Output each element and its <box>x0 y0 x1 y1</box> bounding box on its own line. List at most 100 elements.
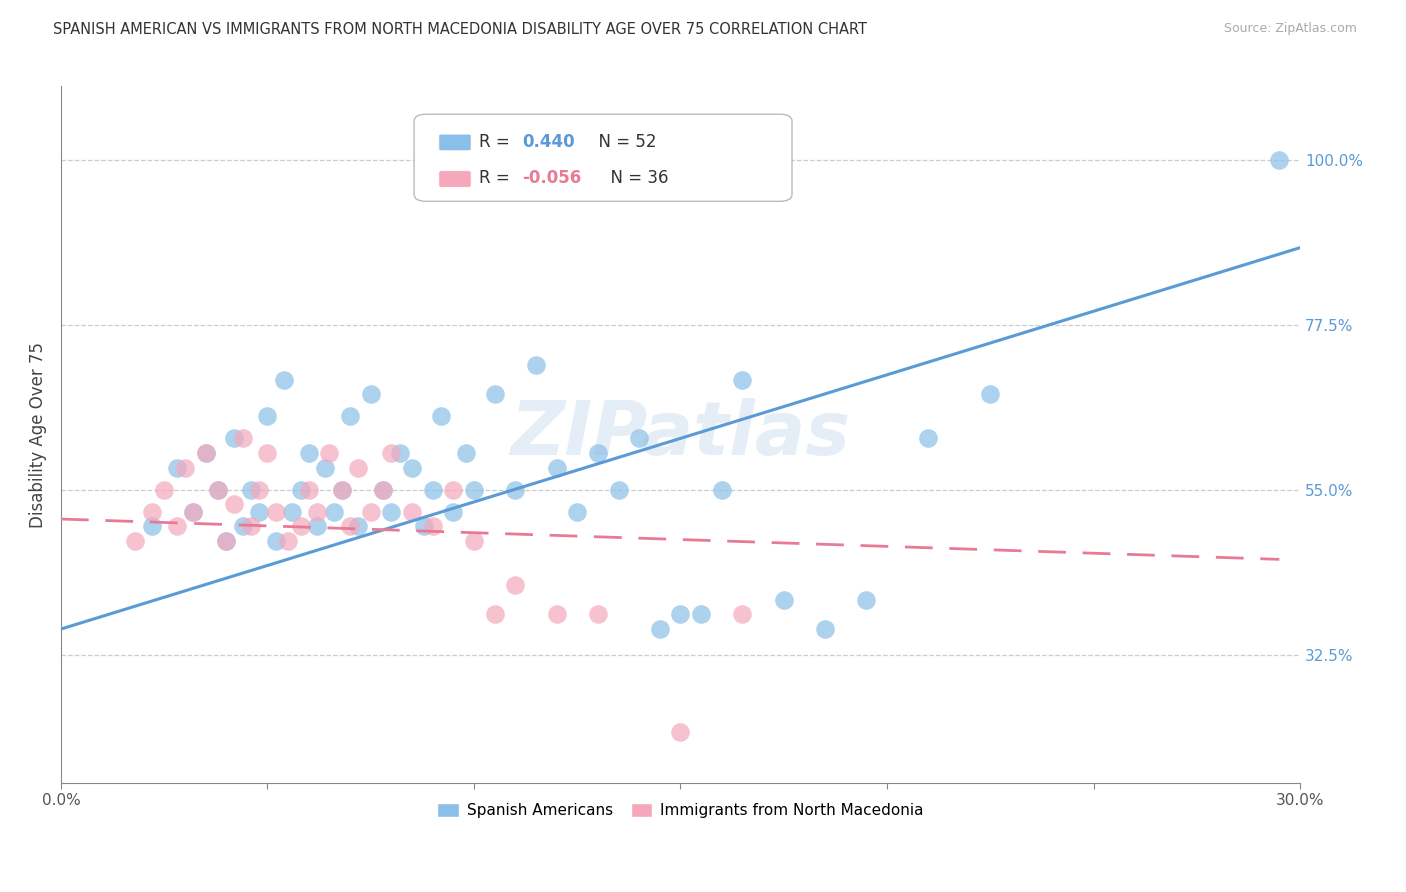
Point <box>360 505 382 519</box>
Point <box>256 446 278 460</box>
Point <box>607 483 630 497</box>
Text: ZIPatlas: ZIPatlas <box>510 398 851 471</box>
Point <box>339 409 361 424</box>
Point <box>567 505 589 519</box>
Point <box>207 483 229 497</box>
Point <box>347 460 370 475</box>
Text: R =: R = <box>478 133 515 151</box>
Point <box>690 607 713 622</box>
Point <box>124 534 146 549</box>
Point <box>422 483 444 497</box>
Point <box>979 387 1001 401</box>
Point <box>314 460 336 475</box>
FancyBboxPatch shape <box>439 134 471 151</box>
Point <box>814 622 837 636</box>
Point <box>339 519 361 533</box>
Point <box>166 460 188 475</box>
Point <box>524 358 547 372</box>
Point <box>917 431 939 445</box>
Text: SPANISH AMERICAN VS IMMIGRANTS FROM NORTH MACEDONIA DISABILITY AGE OVER 75 CORRE: SPANISH AMERICAN VS IMMIGRANTS FROM NORT… <box>53 22 868 37</box>
Point <box>330 483 353 497</box>
Point <box>360 387 382 401</box>
Point <box>731 373 754 387</box>
Point <box>247 483 270 497</box>
FancyBboxPatch shape <box>439 170 471 187</box>
Point <box>669 607 692 622</box>
Text: Source: ZipAtlas.com: Source: ZipAtlas.com <box>1223 22 1357 36</box>
Point <box>441 505 464 519</box>
Point <box>422 519 444 533</box>
Point <box>181 505 204 519</box>
Point <box>305 519 328 533</box>
Point <box>239 483 262 497</box>
Point <box>731 607 754 622</box>
Point <box>207 483 229 497</box>
Point <box>215 534 238 549</box>
Point <box>401 505 423 519</box>
Point <box>586 446 609 460</box>
Point <box>430 409 453 424</box>
Point <box>463 534 485 549</box>
Point <box>173 460 195 475</box>
Point <box>413 519 436 533</box>
Point <box>273 373 295 387</box>
Point <box>388 446 411 460</box>
Point <box>277 534 299 549</box>
Point <box>484 607 506 622</box>
Point <box>371 483 394 497</box>
Point <box>401 460 423 475</box>
Point <box>503 483 526 497</box>
Point <box>264 505 287 519</box>
Point <box>463 483 485 497</box>
Point <box>772 592 794 607</box>
Point <box>380 446 402 460</box>
Point <box>247 505 270 519</box>
Point <box>194 446 217 460</box>
Point <box>484 387 506 401</box>
Point <box>710 483 733 497</box>
Point <box>194 446 217 460</box>
Point <box>380 505 402 519</box>
Text: N = 52: N = 52 <box>588 133 657 151</box>
Point <box>232 519 254 533</box>
Point <box>441 483 464 497</box>
Point <box>153 483 176 497</box>
Point <box>224 431 246 445</box>
Point <box>305 505 328 519</box>
Text: R =: R = <box>478 169 515 187</box>
Point <box>1268 153 1291 167</box>
Point <box>347 519 370 533</box>
Point <box>322 505 344 519</box>
Point <box>546 607 568 622</box>
Point <box>290 519 312 533</box>
Point <box>264 534 287 549</box>
Point <box>256 409 278 424</box>
Point <box>371 483 394 497</box>
Point <box>503 578 526 592</box>
Point <box>318 446 340 460</box>
Point <box>330 483 353 497</box>
Point <box>855 592 877 607</box>
Point <box>215 534 238 549</box>
FancyBboxPatch shape <box>415 114 792 202</box>
Point <box>166 519 188 533</box>
Point <box>586 607 609 622</box>
Y-axis label: Disability Age Over 75: Disability Age Over 75 <box>30 342 46 528</box>
Point <box>141 505 163 519</box>
Point <box>290 483 312 497</box>
Text: -0.056: -0.056 <box>522 169 581 187</box>
Point <box>669 724 692 739</box>
Point <box>454 446 477 460</box>
Point <box>281 505 304 519</box>
Point <box>232 431 254 445</box>
Point <box>298 446 321 460</box>
Point <box>224 497 246 511</box>
Point <box>628 431 651 445</box>
Text: 0.440: 0.440 <box>522 133 575 151</box>
Point <box>648 622 671 636</box>
Text: N = 36: N = 36 <box>600 169 668 187</box>
Point <box>181 505 204 519</box>
Point <box>298 483 321 497</box>
Legend: Spanish Americans, Immigrants from North Macedonia: Spanish Americans, Immigrants from North… <box>432 797 929 824</box>
Point <box>546 460 568 475</box>
